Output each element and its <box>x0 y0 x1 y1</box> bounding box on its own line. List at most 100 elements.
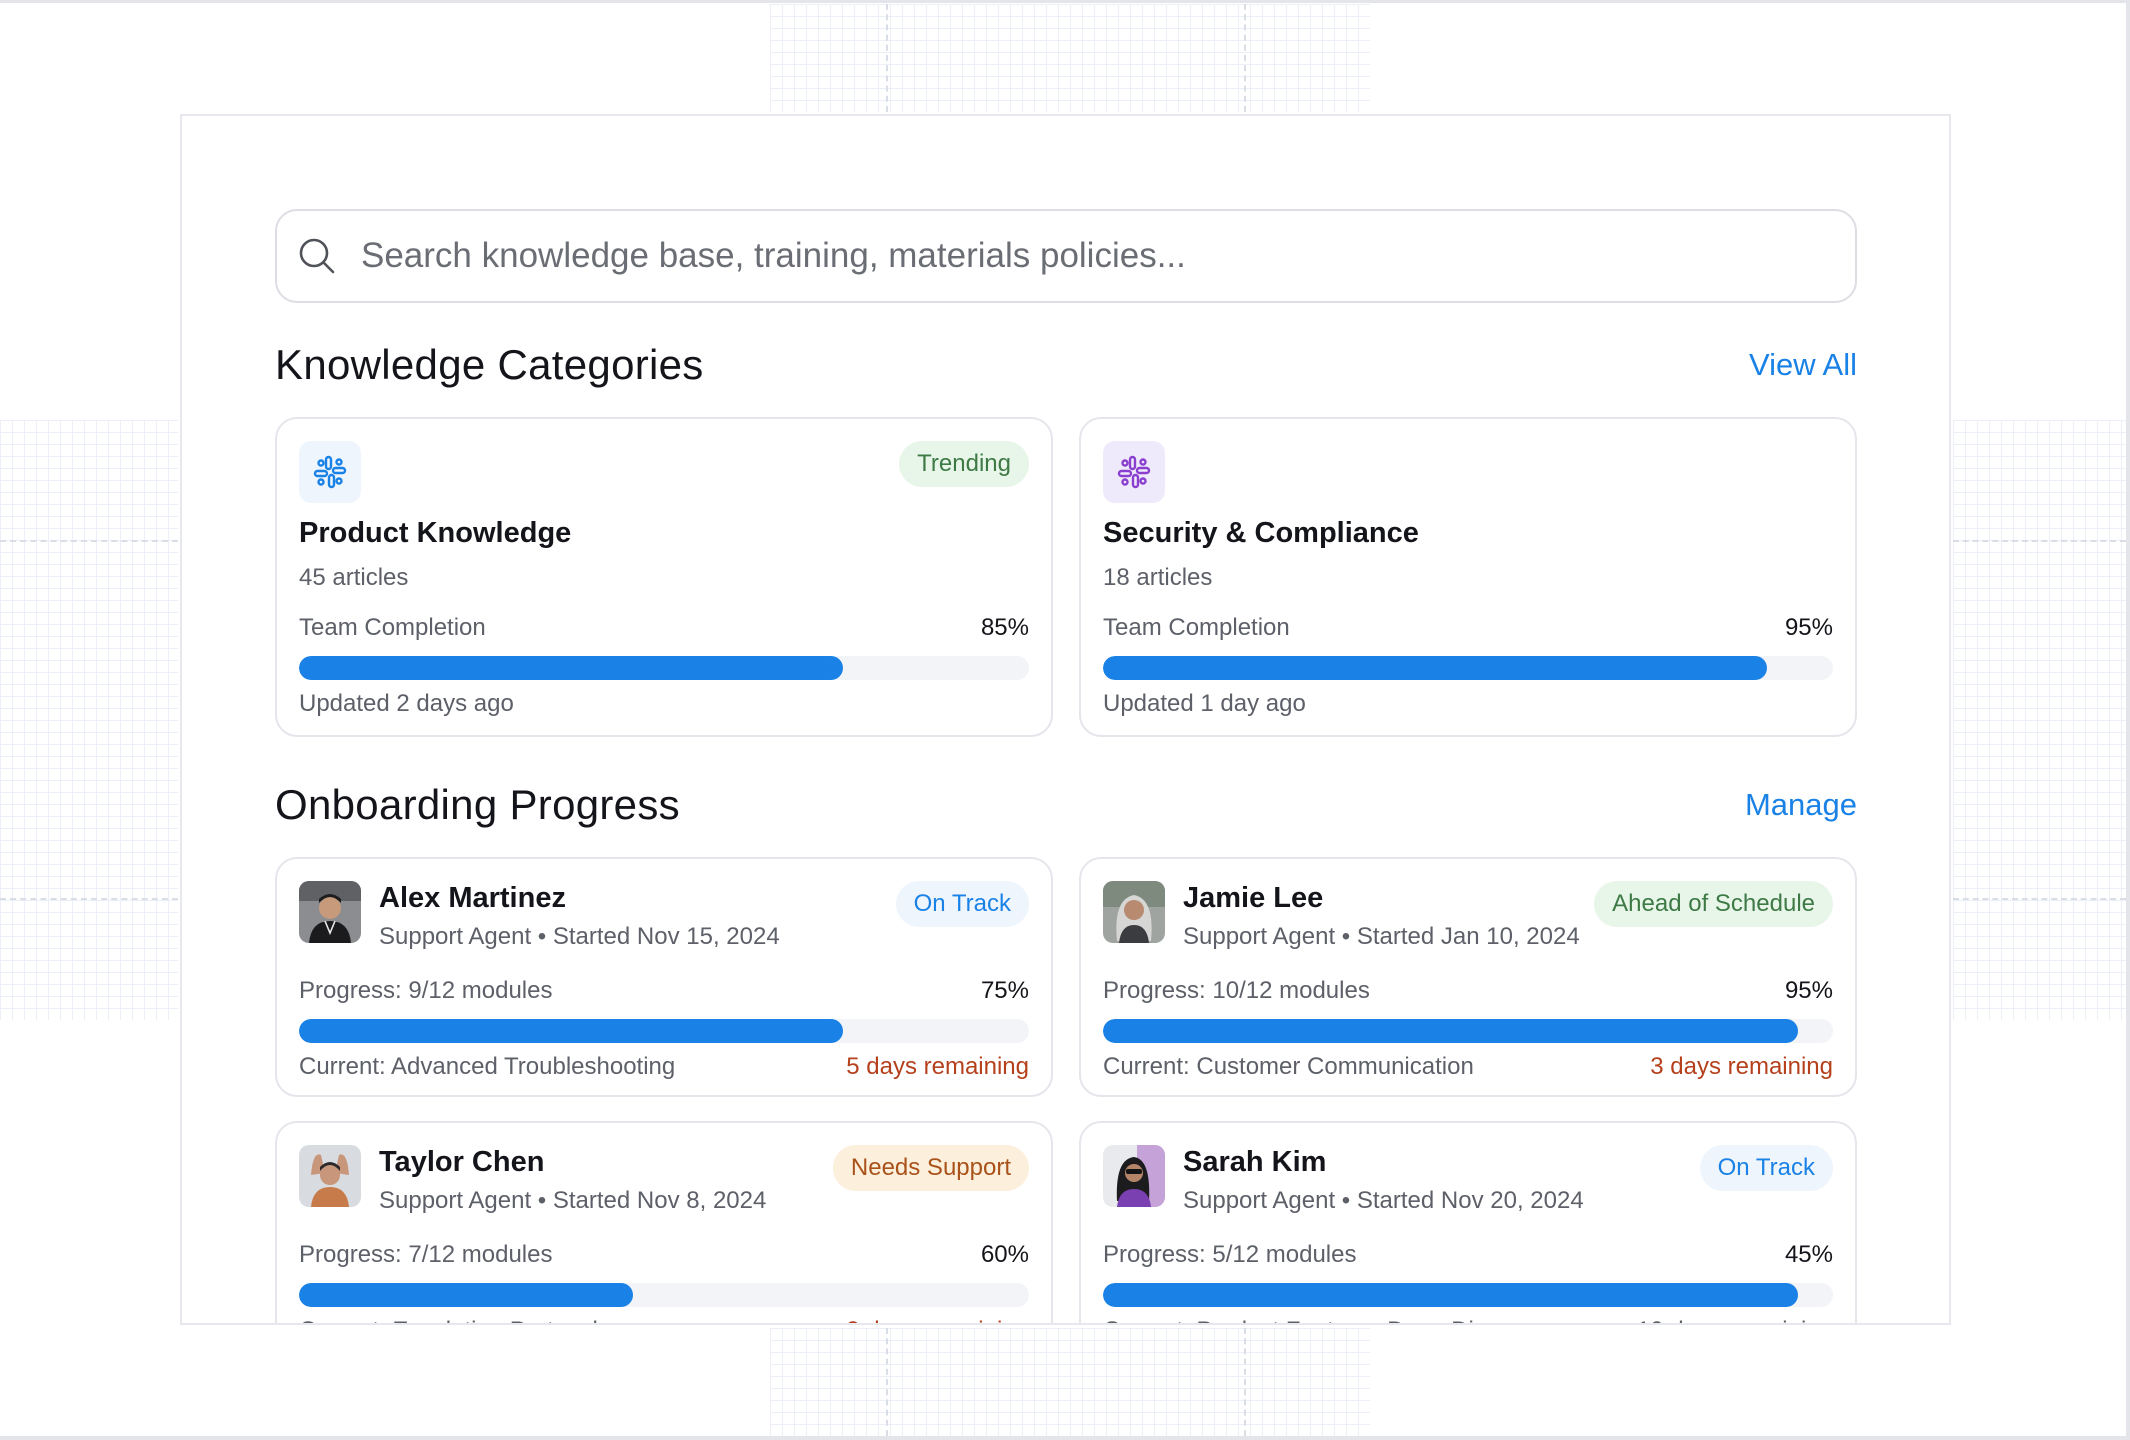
dashed-guide <box>1244 4 1246 112</box>
onboarding-card-alex-martinez[interactable]: Alex Martinez Support Agent • Started No… <box>275 857 1053 1097</box>
current-row: Current: Escalation Protocols 3 days rem… <box>299 1317 1029 1323</box>
person-name: Taylor Chen <box>379 1146 545 1178</box>
status-badge: On Track <box>1699 1145 1833 1191</box>
module-progress-bar <box>299 1283 1029 1307</box>
person-info: Sarah Kim Support Agent • Started Nov 20… <box>1183 1145 1584 1215</box>
person-info: Taylor Chen Support Agent • Started Nov … <box>379 1145 766 1215</box>
article-count: 45 articles <box>299 564 409 591</box>
category-icon-tile <box>1103 441 1165 503</box>
person-header: Jamie Lee Support Agent • Started Jan 10… <box>1103 881 1833 951</box>
progress-fill <box>1103 1019 1798 1043</box>
dashed-guide <box>886 4 888 112</box>
progress-percent: 60% <box>980 1241 1029 1268</box>
view-all-link[interactable]: View All <box>1749 347 1857 382</box>
person-name: Jamie Lee <box>1183 882 1324 914</box>
category-card-product-knowledge[interactable]: Trending Product Knowledge 45 articles T… <box>275 417 1053 737</box>
progress-fill <box>1103 656 1768 680</box>
days-remaining: 3 days remaining <box>846 1317 1029 1323</box>
status-badge: On Track <box>895 881 1029 927</box>
completion-percent: 95% <box>1784 614 1833 641</box>
grid-decoration-left <box>0 420 178 1020</box>
onboarding-card-sarah-kim[interactable]: Sarah Kim Support Agent • Started Nov 20… <box>1079 1121 1857 1323</box>
completion-row: Team Completion 95% <box>1103 614 1833 642</box>
updated-text: Updated 2 days ago <box>299 690 514 717</box>
grid-decoration-top <box>770 4 1370 112</box>
slack-hash-icon <box>313 455 347 489</box>
progress-label: Progress: 7/12 modules <box>299 1241 553 1268</box>
progress-fill <box>299 1283 633 1307</box>
category-card-security-compliance[interactable]: Security & Compliance 18 articles Team C… <box>1079 417 1857 737</box>
progress-row: Progress: 7/12 modules 60% <box>299 1241 1029 1269</box>
completion-label: Team Completion <box>1103 614 1290 641</box>
progress-fill <box>299 656 843 680</box>
current-module: Current: Customer Communication <box>1103 1053 1474 1080</box>
onboarding-grid: Alex Martinez Support Agent • Started No… <box>275 857 1857 1323</box>
dashed-guide <box>1953 540 2126 542</box>
search-bar[interactable] <box>275 209 1857 303</box>
category-icon-tile <box>299 441 361 503</box>
person-header: Sarah Kim Support Agent • Started Nov 20… <box>1103 1145 1833 1215</box>
current-module: Current: Escalation Protocols <box>299 1317 610 1323</box>
completion-label: Team Completion <box>299 614 486 641</box>
grid-decoration-bottom <box>770 1328 1370 1436</box>
person-header: Alex Martinez Support Agent • Started No… <box>299 881 1029 951</box>
person-role: Support Agent • Started Nov 20, 2024 <box>1183 1187 1584 1214</box>
progress-row: Progress: 10/12 modules 95% <box>1103 977 1833 1005</box>
onboarding-card-taylor-chen[interactable]: Taylor Chen Support Agent • Started Nov … <box>275 1121 1053 1323</box>
progress-percent: 75% <box>980 977 1029 1004</box>
days-remaining: 3 days remaining <box>1650 1053 1833 1080</box>
updated-text: Updated 1 day ago <box>1103 690 1306 717</box>
bottom-frame-line <box>0 1436 2130 1440</box>
progress-percent: 45% <box>1784 1241 1833 1268</box>
status-badge: Needs Support <box>832 1145 1029 1191</box>
knowledge-categories-header: Knowledge Categories View All <box>275 341 1857 389</box>
avatar <box>299 1145 361 1207</box>
avatar <box>1103 881 1165 943</box>
dashed-guide <box>0 898 178 900</box>
completion-progress-bar <box>299 656 1029 680</box>
progress-fill <box>1103 1283 1798 1307</box>
person-role: Support Agent • Started Jan 10, 2024 <box>1183 923 1580 950</box>
current-row: Current: Product Features Deep Dive 10 d… <box>1103 1317 1833 1323</box>
panel-content: Knowledge Categories View All <box>275 209 1857 1323</box>
manage-link[interactable]: Manage <box>1744 787 1857 822</box>
category-title: Security & Compliance <box>1103 517 1419 549</box>
current-module: Current: Advanced Troubleshooting <box>299 1053 676 1080</box>
current-module: Current: Product Features Deep Dive <box>1103 1317 1499 1323</box>
module-progress-bar <box>1103 1019 1833 1043</box>
search-input[interactable] <box>361 236 1761 276</box>
article-count: 18 articles <box>1103 564 1213 591</box>
completion-row: Team Completion 85% <box>299 614 1029 642</box>
onboarding-card-jamie-lee[interactable]: Jamie Lee Support Agent • Started Jan 10… <box>1079 857 1857 1097</box>
section-title: Onboarding Progress <box>275 781 680 828</box>
progress-label: Progress: 10/12 modules <box>1103 977 1370 1004</box>
section-title: Knowledge Categories <box>275 341 704 388</box>
person-header: Taylor Chen Support Agent • Started Nov … <box>299 1145 1029 1215</box>
progress-row: Progress: 9/12 modules 75% <box>299 977 1029 1005</box>
module-progress-bar <box>299 1019 1029 1043</box>
trending-badge: Trending <box>899 441 1029 487</box>
status-badge: Ahead of Schedule <box>1594 881 1833 927</box>
person-role: Support Agent • Started Nov 8, 2024 <box>379 1187 767 1214</box>
current-row: Current: Customer Communication 3 days r… <box>1103 1053 1833 1081</box>
completion-percent: 85% <box>980 614 1029 641</box>
dashed-guide <box>1953 898 2126 900</box>
category-title: Product Knowledge <box>299 517 572 549</box>
dashed-guide <box>1244 1328 1246 1436</box>
current-row: Current: Advanced Troubleshooting 5 days… <box>299 1053 1029 1081</box>
progress-percent: 95% <box>1784 977 1833 1004</box>
person-info: Alex Martinez Support Agent • Started No… <box>379 881 780 951</box>
top-frame-line <box>0 0 2130 3</box>
search-icon <box>299 238 335 274</box>
progress-fill <box>299 1019 843 1043</box>
right-frame-line <box>2126 0 2130 1440</box>
avatar <box>1103 1145 1165 1207</box>
categories-grid: Trending Product Knowledge 45 articles T… <box>275 417 1857 737</box>
onboarding-progress-header: Onboarding Progress Manage <box>275 781 1857 829</box>
person-info: Jamie Lee Support Agent • Started Jan 10… <box>1183 881 1580 951</box>
slack-hash-icon <box>1117 455 1151 489</box>
person-name: Alex Martinez <box>379 882 566 914</box>
person-role: Support Agent • Started Nov 15, 2024 <box>379 923 780 950</box>
progress-row: Progress: 5/12 modules 45% <box>1103 1241 1833 1269</box>
days-remaining: 5 days remaining <box>846 1053 1029 1080</box>
